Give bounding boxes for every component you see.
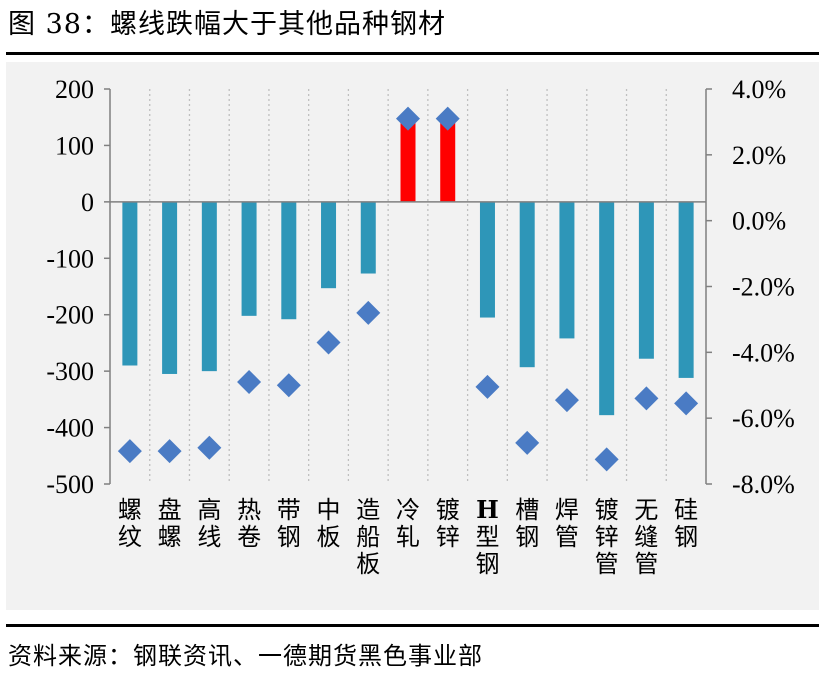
y-left-tick-label: -400 <box>46 414 94 443</box>
y-left-tick-label: -200 <box>46 301 94 330</box>
marker-13 <box>634 386 659 411</box>
chart: 200 100 0 -100 -200 -300 -400 -500 4.0% 2.0% 0.0% -… <box>46 75 795 578</box>
bar-13 <box>638 201 654 359</box>
y-left-tick-label: 100 <box>55 131 94 160</box>
y-right-tick-label: -6.0% <box>732 404 795 433</box>
bar-6 <box>360 201 376 274</box>
chart-panel: 200 100 0 -100 -200 -300 -400 -500 4.0% 2.0% 0.0% -… <box>6 62 819 610</box>
marker-1 <box>157 439 182 464</box>
marker-4 <box>276 373 301 398</box>
category-label: 冷轧 <box>396 496 420 551</box>
category-label: 螺纹 <box>118 496 142 551</box>
bar-2 <box>201 201 217 372</box>
marker-2 <box>197 435 222 460</box>
category-label: 造船板 <box>356 496 380 578</box>
category-label: 高线 <box>197 496 221 551</box>
category-label: 槽钢 <box>515 496 539 551</box>
y-left-tick-label: -300 <box>46 357 94 386</box>
marker-3 <box>237 369 262 394</box>
category-label: 无缝管 <box>634 496 658 578</box>
y-left-tick-label: 200 <box>55 75 94 104</box>
y-right-tick-label: -2.0% <box>732 273 795 302</box>
bar-8 <box>440 120 456 202</box>
category-label: 镀锌 <box>436 496 460 551</box>
figure-title: 图 38：螺线跌幅大于其他品种钢材 <box>8 9 446 40</box>
marker-8 <box>435 106 460 131</box>
marker-12 <box>594 447 619 472</box>
bar-12 <box>599 201 615 416</box>
y-left-tick-label: 0 <box>81 188 94 217</box>
bar-10 <box>519 201 535 368</box>
category-label: 热卷 <box>237 496 261 551</box>
source-note: 资料来源：钢联资讯、一德期货黑色事业部 <box>8 642 483 670</box>
marker-14 <box>674 391 699 416</box>
category-label: 盘螺 <box>158 496 182 551</box>
marker-5 <box>316 330 341 355</box>
bar-9 <box>479 201 495 318</box>
bar-3 <box>241 201 257 316</box>
category-label: 焊管 <box>555 496 579 551</box>
marker-11 <box>554 388 579 413</box>
category-label: 硅钢 <box>674 496 698 551</box>
marker-6 <box>356 300 381 325</box>
y-right-tick-label: -4.0% <box>732 338 795 367</box>
y-right-tick-label: 0.0% <box>732 207 786 236</box>
y-right-tick-label: 2.0% <box>732 141 786 170</box>
bar-14 <box>678 201 694 378</box>
bar-7 <box>400 120 416 202</box>
bar-1 <box>162 201 178 374</box>
y-right-tick-label: -8.0% <box>732 470 795 499</box>
bar-5 <box>321 201 337 289</box>
y-right-tick-label: 4.0% <box>732 75 786 104</box>
marker-0 <box>117 439 142 464</box>
bar-0 <box>122 201 138 366</box>
category-label: H 型钢 <box>475 495 499 578</box>
y-left-tick-label: -100 <box>46 244 94 273</box>
bottom-rule <box>6 624 819 627</box>
marker-10 <box>515 430 540 455</box>
bar-4 <box>281 201 297 320</box>
bar-11 <box>559 201 575 339</box>
y-left-tick-label: -500 <box>46 470 94 499</box>
top-rule <box>6 52 819 55</box>
category-label: 中板 <box>317 496 341 551</box>
marker-9 <box>475 374 500 399</box>
category-label: 带钢 <box>277 496 301 551</box>
category-label: 镀锌管 <box>595 496 619 578</box>
marker-7 <box>396 106 420 131</box>
